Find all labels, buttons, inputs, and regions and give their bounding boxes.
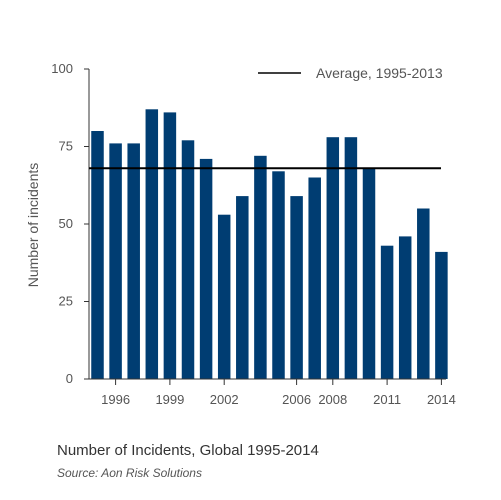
- y-tick-label: 75: [59, 139, 73, 154]
- bar: [344, 137, 358, 379]
- x-tick-label: 2002: [210, 392, 239, 407]
- y-tick-label: 25: [59, 294, 73, 309]
- x-axis: 1996 1999 2002 2006 2008 2011 2014: [89, 378, 456, 407]
- y-axis-title: Number of incidents: [25, 163, 41, 288]
- bar: [417, 208, 430, 379]
- bar: [290, 196, 303, 379]
- bar: [91, 131, 104, 379]
- x-tick-label: 2011: [373, 392, 401, 407]
- bar: [163, 112, 177, 380]
- x-tick-label: 2014: [427, 392, 456, 407]
- x-tick-label: 1999: [155, 392, 184, 407]
- bar: [236, 196, 249, 379]
- bar: [145, 109, 159, 380]
- bar: [109, 143, 122, 379]
- legend: Average, 1995-2013: [258, 65, 443, 81]
- bar: [380, 245, 394, 379]
- bar: [181, 140, 195, 379]
- x-tick-label: 2006: [282, 392, 311, 407]
- y-tick-label: 0: [66, 371, 73, 386]
- bar: [272, 171, 285, 379]
- x-tick-label: 2008: [318, 392, 347, 407]
- bar: [435, 251, 448, 379]
- chart-caption: Number of Incidents, Global 1995-2014: [57, 442, 319, 459]
- bar: [217, 214, 231, 379]
- bar: [254, 155, 267, 379]
- chart-source: Source: Aon Risk Solutions: [57, 466, 202, 480]
- legend-label: Average, 1995-2013: [316, 65, 443, 81]
- bar: [398, 236, 412, 379]
- bar: [199, 158, 213, 379]
- bar-series: [91, 109, 448, 380]
- y-tick-label: 50: [59, 216, 73, 231]
- bar: [326, 137, 340, 379]
- x-tick-label: 1996: [101, 392, 130, 407]
- y-axis: 0 25 50 75 100: [51, 61, 90, 386]
- bar-chart: 0 25 50 75 100 Number of incidents 1996 1999 2…: [25, 61, 456, 407]
- y-tick-label: 100: [51, 61, 73, 76]
- bar: [127, 143, 140, 379]
- bar: [308, 177, 321, 379]
- bar: [362, 168, 376, 379]
